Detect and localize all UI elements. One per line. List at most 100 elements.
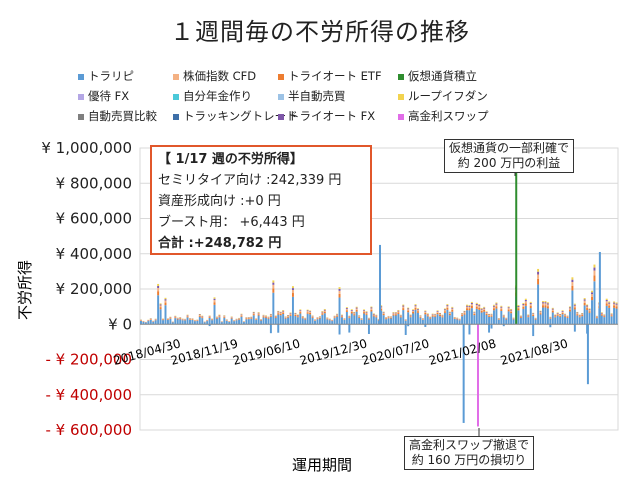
bar-segment: [326, 318, 329, 319]
bar-segment: [414, 305, 417, 307]
bar-segment: [492, 308, 495, 311]
bar-segment: [208, 317, 211, 318]
bar-segment: [157, 287, 160, 292]
bar-notable: [379, 244, 381, 325]
bar-notable: [586, 324, 589, 385]
bar-segment: [561, 311, 564, 313]
bar-segment: [588, 312, 591, 325]
bar-segment: [211, 319, 214, 321]
bar-segment: [532, 316, 535, 325]
bar-segment: [380, 310, 383, 325]
bar-segment: [495, 308, 498, 325]
bar-segment: [561, 312, 564, 315]
bar-segment: [537, 274, 540, 279]
bar-segment: [544, 305, 547, 308]
bar-segment: [495, 302, 498, 304]
bar-negative: [502, 324, 505, 327]
bar-segment: [532, 313, 535, 314]
bar-segment: [392, 314, 395, 316]
bar-segment: [519, 317, 522, 318]
bar-segment: [323, 308, 326, 310]
bar-segment: [289, 314, 292, 316]
bar-segment: [556, 312, 559, 314]
bar-segment: [316, 317, 319, 319]
bar-notable: [462, 324, 465, 423]
bar-segment: [529, 303, 532, 305]
bar-segment: [578, 315, 581, 317]
bar-segment: [269, 316, 272, 325]
bar-negative: [367, 324, 370, 334]
bar-segment: [475, 303, 478, 305]
bar-segment: [242, 322, 245, 325]
bar-segment: [583, 300, 586, 303]
bar-segment: [412, 309, 415, 311]
bar-segment: [294, 312, 297, 314]
bar-segment: [593, 281, 596, 325]
bar-segment: [289, 313, 292, 315]
bar-segment: [304, 318, 307, 319]
bar-segment: [414, 306, 417, 308]
bar-segment: [309, 310, 312, 312]
bar-segment: [461, 313, 464, 314]
legend-swatch: [278, 73, 284, 80]
bar-segment: [375, 315, 378, 317]
bar-segment: [265, 316, 267, 317]
bar-segment: [311, 316, 314, 317]
bar-segment: [542, 303, 544, 306]
legend-swatch: [78, 93, 84, 100]
bar-segment: [201, 317, 204, 319]
bar-segment: [539, 313, 542, 315]
bar-segment: [409, 317, 412, 325]
bar-segment: [519, 316, 522, 318]
bar-segment: [363, 310, 366, 311]
bar-segment: [480, 309, 483, 311]
bar-segment: [559, 315, 562, 316]
bar-segment: [318, 318, 321, 325]
bar-segment: [230, 317, 233, 318]
bar-segment: [426, 314, 429, 316]
bar-segment: [424, 314, 427, 325]
bar-segment: [416, 308, 419, 310]
bar-segment: [610, 316, 613, 325]
bar-segment: [240, 315, 243, 317]
bar-segment: [291, 293, 294, 297]
bar-segment: [247, 317, 250, 319]
bar-segment: [333, 318, 336, 325]
bar-segment: [309, 314, 312, 325]
bar-segment: [588, 309, 591, 312]
bar-segment: [269, 313, 272, 315]
bar-segment: [341, 316, 343, 318]
bar-segment: [492, 306, 495, 309]
bar-segment: [179, 318, 182, 320]
bar-segment: [483, 311, 486, 325]
bar-negative: [277, 324, 280, 333]
bar-segment: [522, 308, 525, 325]
bar-segment: [267, 317, 270, 319]
bar-segment: [586, 310, 589, 325]
bar-notable: [598, 251, 601, 325]
bar-segment: [436, 310, 439, 312]
bar-segment: [338, 297, 341, 325]
bar-segment: [372, 313, 375, 314]
bar-segment: [429, 317, 432, 319]
bar-segment: [245, 318, 248, 320]
bar-segment: [365, 311, 368, 312]
bar-segment: [488, 314, 491, 315]
legend-label: 自動売買比較: [88, 109, 157, 123]
legend-item: 半自動売買: [278, 88, 346, 104]
bar-segment: [615, 303, 618, 305]
bar-segment: [480, 312, 483, 325]
bar-segment: [174, 318, 177, 325]
bar-segment: [215, 317, 218, 319]
bar-segment: [586, 306, 589, 309]
bar-segment: [294, 314, 297, 317]
bar-segment: [304, 318, 307, 320]
bar-segment: [196, 320, 199, 325]
legend-swatch: [278, 93, 284, 100]
bar-segment: [284, 317, 287, 318]
bar-segment: [299, 312, 302, 314]
bar-segment: [416, 311, 419, 313]
bar-segment: [238, 318, 241, 320]
bar-segment: [458, 319, 461, 321]
bar-segment: [466, 304, 468, 306]
